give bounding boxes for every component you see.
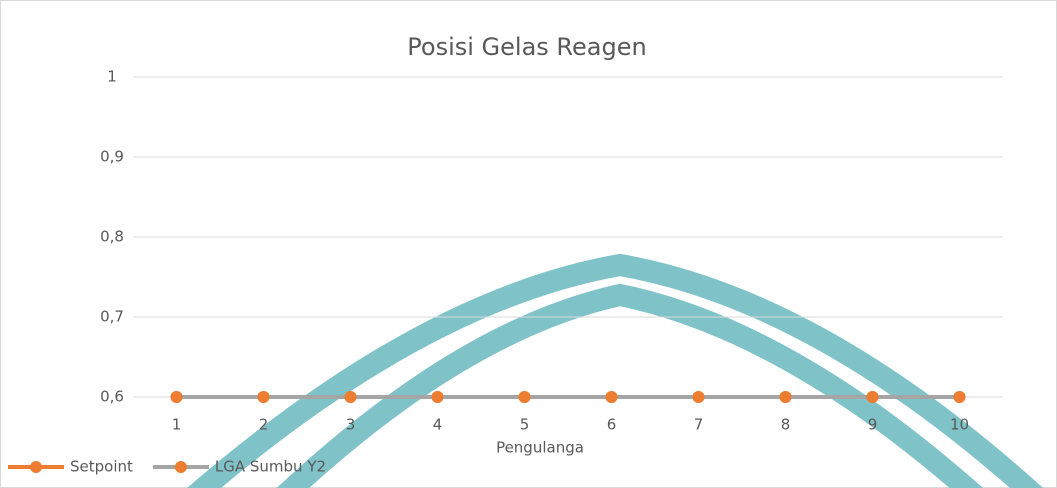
y-tick-label: 0,9 — [100, 148, 124, 166]
watermark — [187, 253, 1044, 488]
legend-label: Setpoint — [70, 458, 133, 476]
point — [866, 391, 879, 403]
y-tick-label: 0,6 — [100, 388, 124, 406]
point — [344, 391, 357, 403]
x-tick-label: 8 — [781, 416, 791, 434]
x-tick-label: 9 — [868, 416, 878, 434]
point — [518, 391, 531, 403]
point — [692, 391, 705, 403]
legend-marker — [174, 461, 187, 473]
x-tick-label: 2 — [259, 416, 269, 434]
x-tick-label: 10 — [950, 416, 969, 434]
y-tick-label: 1 — [107, 68, 117, 86]
x-tick-label: 4 — [433, 416, 443, 434]
chart-title: Posisi Gelas Reagen — [407, 33, 646, 61]
y-tick-label: 0,7 — [100, 308, 124, 326]
point — [605, 391, 618, 403]
point — [170, 391, 183, 403]
x-axis-title: Pengulanga — [496, 439, 584, 457]
point — [257, 391, 270, 403]
legend-label: LGA Sumbu Y2 — [215, 458, 326, 476]
legend-marker — [30, 461, 42, 473]
x-tick-label: 1 — [172, 416, 182, 434]
x-tick-label: 5 — [520, 416, 530, 434]
point — [953, 391, 966, 403]
y-tick-label: 0,8 — [100, 228, 124, 246]
x-tick-label: 3 — [346, 416, 356, 434]
point — [431, 391, 444, 403]
x-tick-label: 7 — [694, 416, 704, 434]
point — [779, 391, 792, 403]
x-tick-label: 6 — [607, 416, 617, 434]
